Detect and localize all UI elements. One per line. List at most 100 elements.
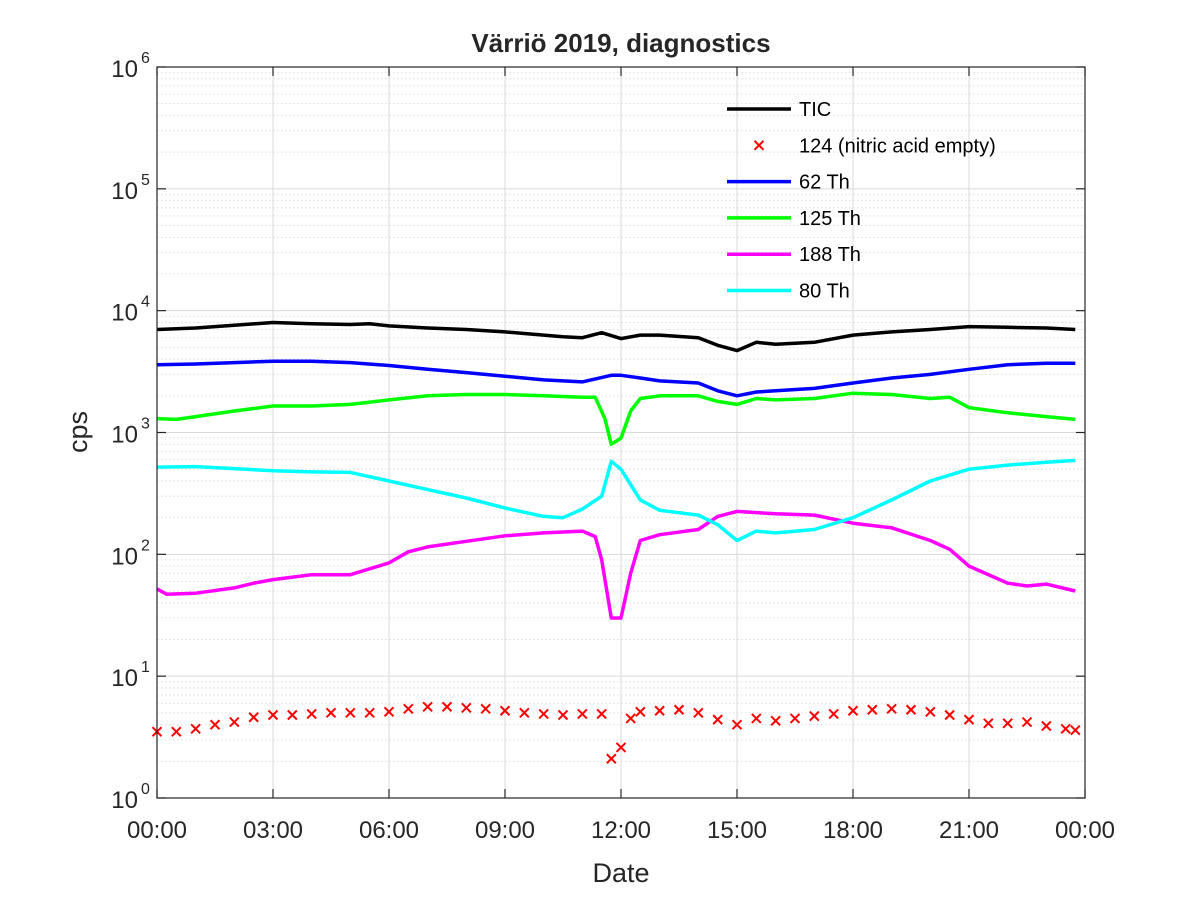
data-point — [577, 708, 588, 720]
x-tick-label: 15:00 — [707, 817, 767, 844]
data-point — [828, 708, 839, 720]
y-tick-label: 10 — [111, 787, 138, 814]
data-point — [673, 704, 685, 715]
data-point — [625, 713, 636, 724]
legend: TIC 124 (nitric acid empty) 62 Th 125 Th 188… — [727, 99, 996, 303]
data-point — [267, 709, 279, 721]
x-tick-label: 21:00 — [939, 817, 999, 844]
data-point — [615, 742, 627, 753]
data-point — [847, 705, 859, 716]
data-point — [606, 753, 617, 764]
y-tick-label: 10 — [111, 300, 138, 327]
y-tick-exponent: 4 — [141, 294, 150, 311]
legend-label: 80 Th — [799, 281, 850, 303]
data-point — [499, 705, 511, 716]
data-point — [441, 701, 453, 713]
data-point — [789, 713, 801, 724]
data-point — [325, 707, 337, 719]
data-point — [712, 714, 723, 725]
data-point — [403, 703, 414, 714]
data-point — [596, 708, 607, 720]
data-point — [519, 707, 530, 719]
data-point — [635, 706, 646, 718]
x-tick-label: 00:00 — [127, 817, 187, 844]
series-3 — [156, 391, 1076, 447]
data-point — [248, 712, 259, 723]
series-line — [156, 509, 1076, 620]
data-point — [557, 709, 569, 721]
data-point — [925, 706, 936, 718]
series-2 — [156, 359, 1076, 398]
legend-label: 125 Th — [799, 208, 861, 230]
y-axis-label: cps — [63, 411, 93, 453]
y-tick-exponent: 2 — [141, 537, 150, 554]
data-point — [693, 707, 704, 719]
data-point — [1021, 716, 1033, 728]
y-tick-label: 10 — [111, 422, 138, 449]
y-tick-exponent: 1 — [141, 659, 150, 676]
legend-label: 188 Th — [799, 244, 861, 266]
data-point — [461, 702, 472, 714]
series-5 — [156, 458, 1076, 543]
data-point — [963, 714, 975, 725]
x-tick-label: 00:00 — [1055, 817, 1115, 844]
series-layer — [151, 320, 1081, 764]
data-point — [1041, 720, 1052, 732]
series-4 — [156, 509, 1076, 620]
x-tick-label: 09:00 — [475, 817, 535, 844]
series-0 — [156, 320, 1076, 353]
data-point — [983, 718, 994, 729]
x-axis-label: Date — [592, 858, 649, 888]
y-tick-label: 10 — [111, 178, 138, 205]
data-point — [905, 704, 917, 715]
data-point — [770, 715, 781, 727]
data-point — [751, 713, 762, 724]
data-point — [287, 709, 298, 721]
chart-title: Värriö 2019, diagnostics — [471, 28, 770, 58]
data-point — [731, 719, 743, 730]
data-point — [190, 723, 201, 734]
data-point — [422, 701, 433, 713]
y-tick-exponent: 6 — [141, 50, 150, 67]
x-tick-label: 03:00 — [243, 817, 303, 844]
data-point — [480, 703, 491, 714]
series-line — [156, 320, 1076, 353]
series-line — [156, 359, 1076, 398]
data-point — [1070, 725, 1081, 736]
legend-label: 124 (nitric acid empty) — [799, 135, 996, 157]
x-tick-label: 12:00 — [591, 817, 651, 844]
data-point — [345, 707, 356, 719]
data-point — [867, 704, 878, 715]
legend-item: 62 Th — [727, 172, 850, 194]
legend-swatch — [753, 140, 765, 151]
legend-item: 188 Th — [727, 244, 861, 266]
legend-item: TIC — [727, 99, 831, 121]
data-point — [171, 726, 182, 737]
y-tick-label: 10 — [111, 56, 138, 83]
series-line — [156, 391, 1076, 447]
data-point — [209, 719, 221, 730]
x-tick-label: 06:00 — [359, 817, 419, 844]
legend-label: TIC — [799, 99, 831, 121]
data-point — [306, 708, 317, 720]
ticks: 00:00 03:00 06:00 09:00 12:00 15:00 18:00 21:00… — [111, 50, 1115, 844]
series-line — [156, 458, 1076, 543]
y-tick-label: 10 — [111, 665, 138, 692]
legend-item: 125 Th — [727, 208, 861, 230]
series-1 — [151, 701, 1081, 764]
data-point — [1002, 718, 1013, 729]
y-tick-exponent: 3 — [141, 416, 150, 433]
x-tick-label: 18:00 — [823, 817, 883, 844]
y-tick-label: 10 — [111, 543, 138, 570]
y-tick-exponent: 0 — [141, 781, 150, 798]
legend-item: 80 Th — [727, 281, 850, 303]
data-point — [944, 709, 955, 721]
data-point — [654, 705, 665, 716]
legend-item: 124 (nitric acid empty) — [753, 135, 996, 157]
data-point — [538, 708, 549, 720]
data-point — [364, 707, 375, 719]
data-point — [809, 710, 820, 722]
data-point — [1060, 723, 1071, 734]
data-point — [383, 706, 395, 718]
